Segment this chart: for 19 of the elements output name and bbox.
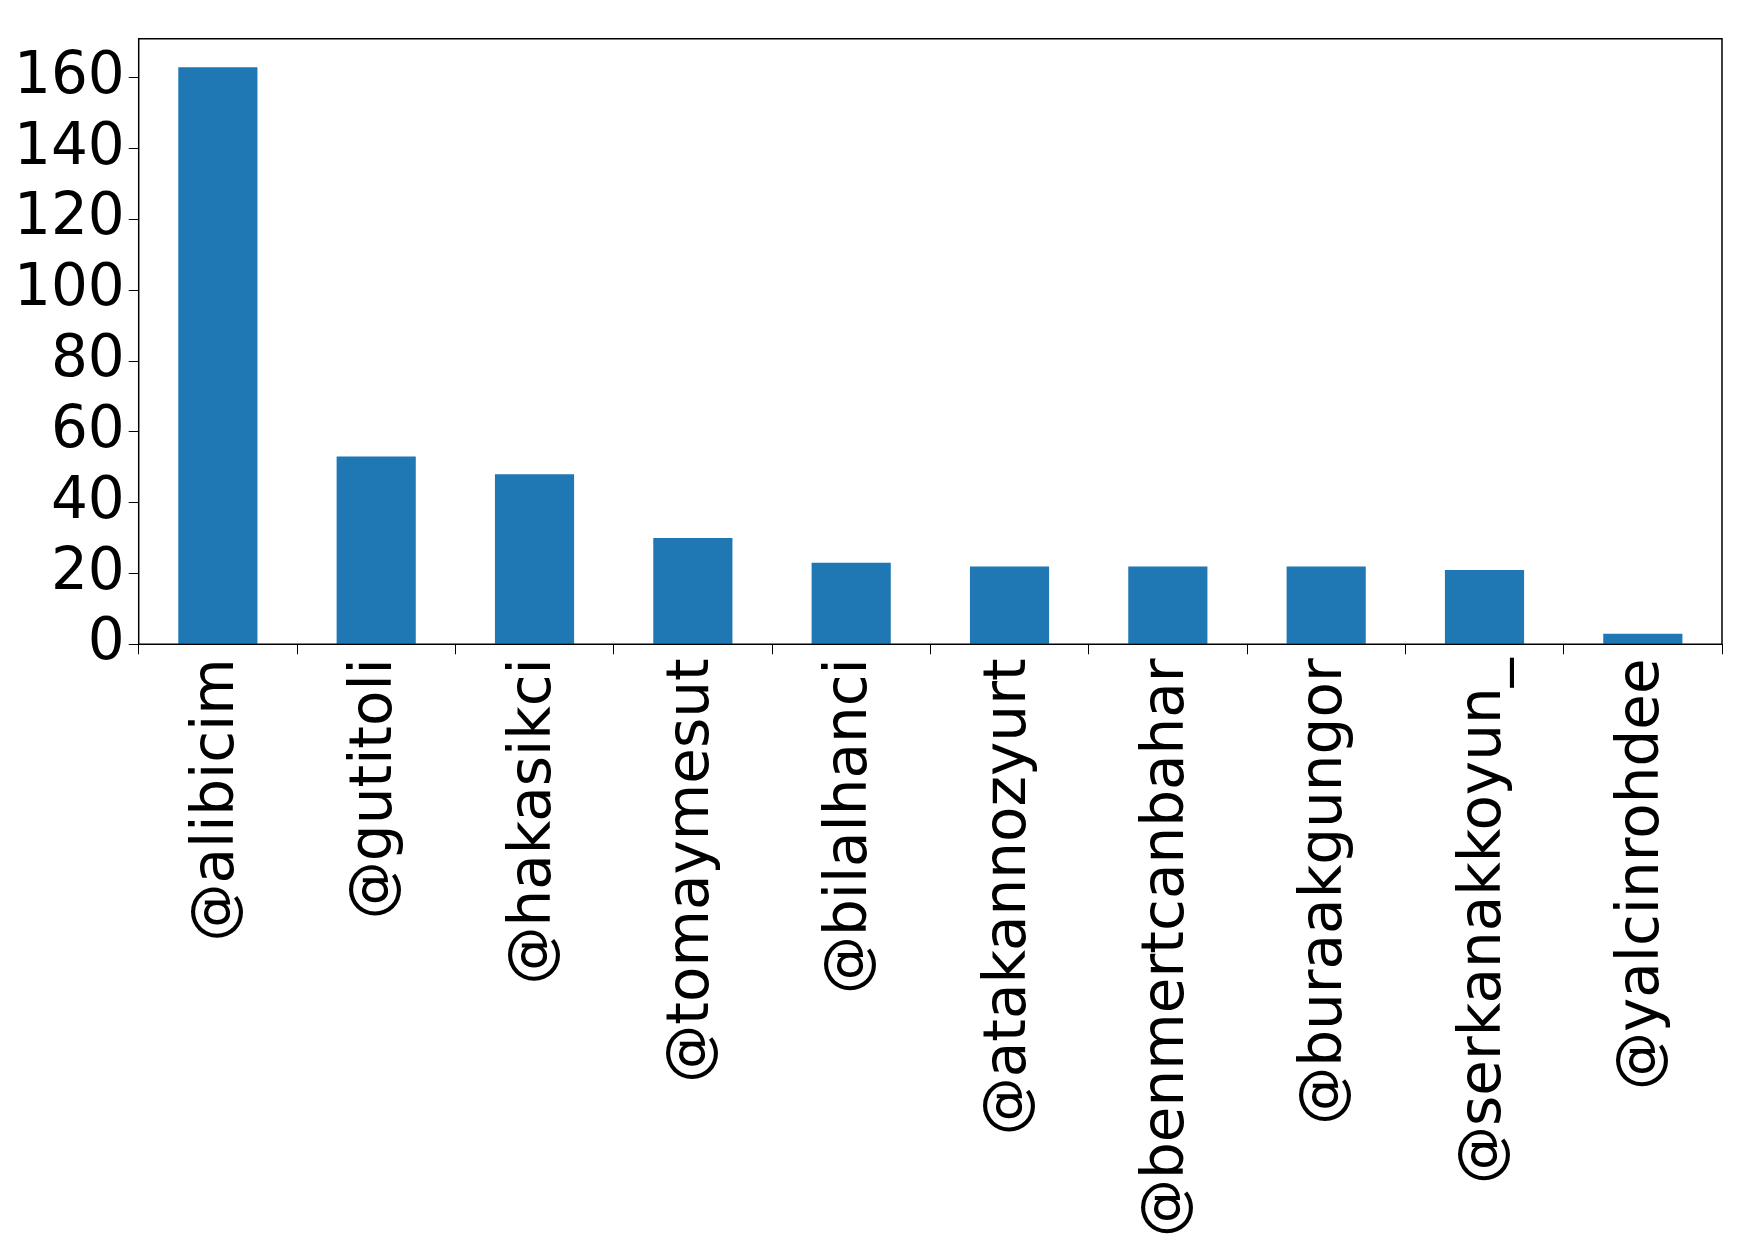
x-tick-label: @tomaymesut: [653, 658, 722, 1083]
x-tick-label: @buraakgungor: [1287, 658, 1356, 1125]
x-tick-label: @gutitoli: [337, 658, 406, 920]
x-tick-label: @serkanakkoyun_: [1445, 657, 1514, 1184]
x-tick-label: @atakannozyurt: [970, 658, 1039, 1136]
x-tick-label: @benmertcanbahar: [1128, 658, 1197, 1238]
y-tick-label: 80: [50, 322, 125, 391]
y-tick-label: 120: [13, 180, 125, 249]
y-tick-label: 20: [50, 534, 125, 603]
y-tick-label: 140: [13, 109, 125, 178]
y-tick-label: 160: [13, 38, 125, 107]
y-tick-label: 0: [87, 605, 125, 674]
y-tick-label: 40: [50, 463, 125, 532]
x-tick-label: @hakasikci: [495, 658, 564, 985]
x-tick-label: @bilalhanci: [812, 658, 881, 995]
x-tick-label: @yalcinrohdee: [1603, 658, 1672, 1091]
y-tick-label: 100: [13, 251, 125, 320]
x-tick-label: @alibicim: [178, 658, 247, 942]
y-tick-label: 60: [50, 392, 125, 461]
